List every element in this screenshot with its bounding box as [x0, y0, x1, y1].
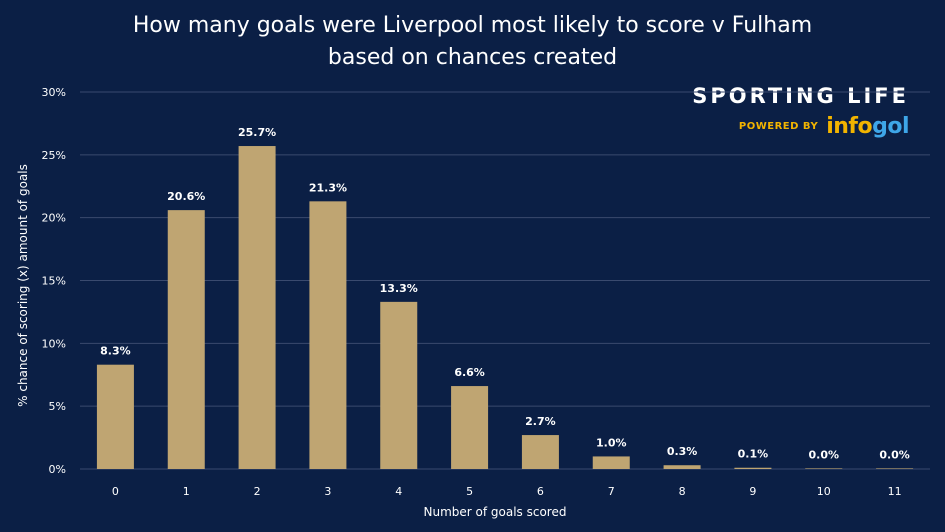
y-tick-label: 10% [42, 337, 66, 350]
bar-7 [592, 456, 630, 469]
data-label-1: 20.6% [167, 190, 205, 203]
bar-6 [521, 435, 559, 469]
x-tick-label-8: 8 [679, 485, 686, 498]
bar-4 [380, 301, 418, 469]
data-label-11: 0.0% [879, 448, 910, 461]
bar-2 [238, 146, 276, 469]
x-tick-label-7: 7 [608, 485, 615, 498]
data-label-4: 13.3% [380, 282, 418, 295]
chart-title-line-1: How many goals were Liverpool most likel… [132, 13, 813, 38]
data-label-10: 0.0% [808, 448, 839, 461]
x-tick-label-11: 11 [888, 485, 902, 498]
bar-1 [167, 210, 205, 470]
chart-title-line-2: based on chances created [327, 45, 618, 70]
powered-by-label: POWERED BY [738, 121, 819, 132]
bar-5 [451, 386, 489, 469]
x-tick-label-6: 6 [537, 485, 544, 498]
data-label-5: 6.6% [454, 366, 485, 379]
x-tick-label-1: 1 [183, 485, 190, 498]
infogol-logo: infogol [826, 114, 909, 139]
data-label-0: 8.3% [100, 345, 131, 358]
x-tick-label-4: 4 [395, 485, 402, 498]
y-tick-label: 0% [49, 463, 66, 476]
bar-10 [805, 468, 843, 469]
x-tick-label-5: 5 [466, 485, 473, 498]
bar-3 [309, 201, 347, 469]
bar-0 [96, 364, 134, 469]
data-label-7: 1.0% [596, 436, 627, 449]
data-label-3: 21.3% [309, 181, 347, 194]
powered-by-row: POWERED BY infogol [692, 114, 910, 139]
x-tick-label-9: 9 [749, 485, 756, 498]
data-label-2: 25.7% [238, 126, 276, 139]
y-tick-label: 15% [42, 275, 66, 288]
data-label-6: 2.7% [525, 415, 556, 428]
x-tick-label-10: 10 [817, 485, 831, 498]
y-tick-label: 5% [49, 400, 66, 413]
brand-name: SPORTING LIFE [692, 84, 909, 108]
bar-11 [876, 468, 914, 469]
x-tick-label-0: 0 [112, 485, 119, 498]
bar-9 [734, 467, 772, 469]
x-tick-label-3: 3 [324, 485, 331, 498]
x-axis-label: Number of goals scored [424, 505, 567, 519]
y-tick-label: 30% [42, 86, 66, 99]
data-label-9: 0.1% [738, 448, 769, 461]
chart-title: How many goals were Liverpool most likel… [0, 10, 945, 74]
x-tick-label-2: 2 [254, 485, 261, 498]
y-tick-label: 20% [42, 212, 66, 225]
y-tick-label: 25% [42, 149, 66, 162]
data-label-8: 0.3% [667, 445, 698, 458]
brand-block: SPORTING LIFE POWERED BY infogol [692, 84, 909, 139]
y-axis-label: % chance of scoring (x) amount of goals [16, 164, 30, 407]
bar-8 [663, 465, 701, 469]
